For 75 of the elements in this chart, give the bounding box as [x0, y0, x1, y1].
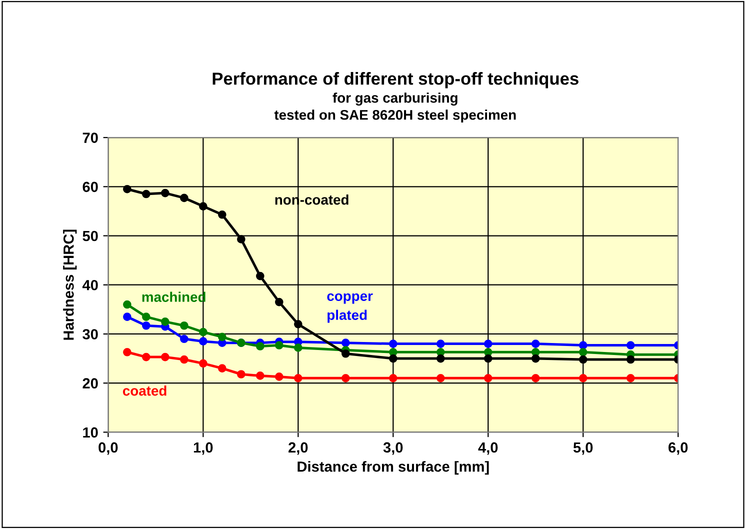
point: [531, 354, 540, 363]
point: [142, 352, 150, 362]
point: [436, 354, 445, 363]
y-tick-label: 40: [82, 280, 98, 290]
point: [484, 340, 492, 348]
x-tick-label: 4,0: [478, 442, 498, 455]
point: [123, 348, 132, 356]
point: [218, 364, 226, 373]
point: [388, 374, 398, 382]
point: [180, 334, 188, 344]
point: [294, 344, 302, 352]
point: [198, 359, 208, 368]
point: [341, 349, 350, 358]
point: [578, 348, 588, 356]
point: [274, 298, 284, 306]
point: [626, 341, 635, 350]
point: [341, 338, 350, 347]
y-tick-label: 10: [83, 427, 98, 438]
point: [218, 332, 226, 342]
chart-subtitle: for gas carburising tested on SAE 8620H steel specimen: [274, 92, 516, 123]
point: [294, 374, 302, 382]
point: [123, 312, 132, 321]
point: [236, 370, 246, 378]
x-tick-label: 0,0: [98, 442, 118, 455]
point: [531, 340, 540, 348]
point: [142, 312, 150, 321]
point: [160, 352, 170, 362]
point: [180, 355, 188, 364]
point: [626, 355, 635, 364]
point: [484, 354, 492, 363]
series-label: copper plated: [327, 293, 373, 323]
x-tick-label: 1,0: [194, 442, 213, 455]
point: [578, 374, 588, 382]
y-axis-title: Hardness [HRC]: [63, 230, 77, 340]
point: [578, 355, 588, 364]
point: [180, 321, 188, 330]
x-tick-label: 3,0: [383, 442, 403, 455]
x-tick-label: 2,0: [288, 442, 308, 455]
point: [160, 318, 170, 326]
point: [388, 354, 398, 363]
point: [256, 272, 264, 280]
point: [274, 341, 284, 350]
y-tick-label: 70: [82, 132, 98, 143]
point: [436, 374, 445, 382]
point: [436, 340, 445, 348]
point: [198, 202, 208, 210]
point: [180, 194, 188, 202]
point: [123, 300, 132, 309]
point: [388, 340, 398, 348]
point: [160, 188, 170, 198]
point: [531, 374, 540, 382]
point: [198, 328, 208, 336]
y-tick-label: 60: [82, 182, 98, 192]
y-tick-label: 50: [82, 230, 98, 242]
point: [484, 374, 492, 382]
point: [274, 372, 284, 381]
point: [198, 337, 208, 346]
point: [294, 320, 302, 328]
point: [123, 184, 132, 194]
series-label: coated: [122, 386, 166, 396]
point: [578, 341, 588, 350]
y-tick-label: 20: [82, 378, 98, 389]
point: [142, 321, 150, 330]
point: [256, 372, 264, 380]
point: [341, 374, 350, 382]
x-tick-label: 5,0: [573, 442, 593, 455]
point: [256, 342, 264, 350]
point: [236, 235, 246, 244]
point: [218, 210, 226, 219]
point: [142, 190, 150, 198]
point: [626, 374, 635, 382]
x-axis-title: Distance from surface [mm]: [298, 461, 489, 475]
y-tick-label: 30: [82, 329, 98, 340]
chart-title: Performance of different stop-off techniques: [212, 72, 578, 88]
x-tick-label: 6,0: [668, 442, 688, 455]
